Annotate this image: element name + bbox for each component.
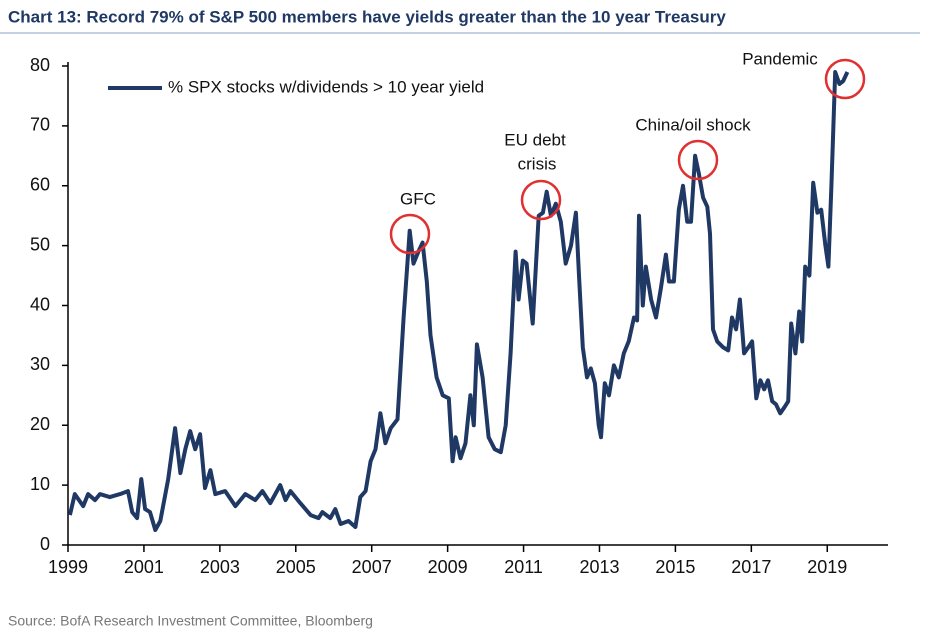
x-tick-label: 2001 (124, 557, 164, 577)
y-tick-label: 10 (30, 474, 50, 494)
x-tick-label: 2015 (655, 557, 695, 577)
x-tick-label: 2017 (731, 557, 771, 577)
legend-label: % SPX stocks w/dividends > 10 year yield (168, 77, 484, 96)
source-note: Source: BofA Research Investment Committ… (8, 613, 373, 629)
chart-title: Chart 13: Record 79% of S&P 500 members … (8, 7, 726, 26)
annotation: GFC (400, 189, 436, 208)
annotation: China/oil shock (635, 115, 751, 134)
annotation: Pandemic (742, 49, 818, 68)
x-tick-label: 2007 (352, 557, 392, 577)
y-tick-label: 0 (40, 534, 50, 554)
annotation: EU debt (504, 130, 566, 149)
highlight-circle (520, 179, 562, 221)
y-tick-label: 60 (30, 175, 50, 195)
y-tick-label: 80 (30, 55, 50, 75)
highlight-circle (677, 139, 719, 181)
y-tick-label: 40 (30, 294, 50, 314)
x-tick-label: 2003 (200, 557, 240, 577)
x-tick-label: 2011 (504, 557, 543, 577)
x-tick-label: 2013 (579, 557, 619, 577)
x-tick-label: 2009 (428, 557, 468, 577)
x-tick-label: 2019 (807, 557, 847, 577)
x-tick-label: 1999 (48, 557, 88, 577)
series-line (67, 70, 850, 532)
annotation: crisis (518, 154, 557, 173)
y-tick-label: 20 (30, 414, 50, 434)
y-tick-label: 70 (30, 115, 50, 135)
y-tick-label: 30 (30, 354, 50, 374)
y-tick-label: 50 (30, 234, 50, 254)
x-tick-label: 2005 (276, 557, 316, 577)
highlight-circle (824, 58, 866, 100)
highlight-circle (389, 213, 431, 255)
